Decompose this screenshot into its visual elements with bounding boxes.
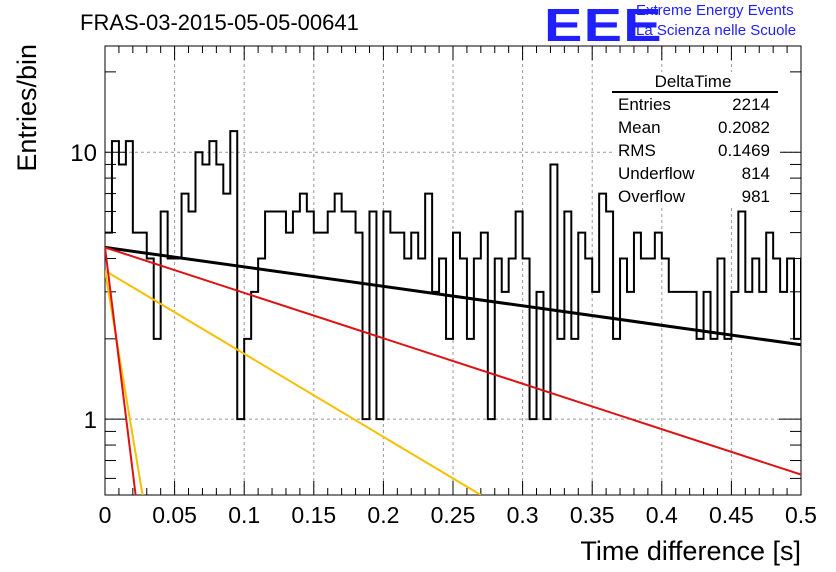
stats-value: 0.2082	[718, 118, 770, 137]
x-tick-label: 0	[99, 502, 112, 528]
histogram-outline	[105, 130, 801, 421]
stats-label: Mean	[618, 118, 661, 137]
x-tick-label: 0.35	[570, 502, 615, 528]
x-tick-label: 0.05	[152, 502, 197, 528]
x-tick-label: 0.4	[646, 502, 678, 528]
x-tick-label: 0.25	[431, 502, 476, 528]
x-tick-label: 0.5	[785, 502, 817, 528]
stats-value: 981	[742, 187, 770, 206]
logo-text-line1: Extreme Energy Events	[636, 2, 794, 19]
stats-value: 0.1469	[718, 141, 770, 160]
x-axis-title: Time difference [s]	[580, 536, 801, 566]
fit-line	[105, 245, 801, 347]
stats-label: Entries	[618, 95, 671, 114]
logo-text-line2: La Scienza nelle Scuole	[636, 22, 797, 39]
axis-ticks	[104, 46, 802, 495]
y-tick-label: 1	[84, 407, 97, 434]
stats-box-bg	[612, 72, 780, 208]
x-tick-label: 0.45	[709, 502, 754, 528]
stats-name: DeltaTime	[655, 72, 732, 91]
stats-value: 2214	[732, 95, 770, 114]
x-tick-label: 0.15	[291, 502, 336, 528]
stats-label: RMS	[618, 141, 656, 160]
fit-line	[105, 246, 801, 476]
x-tick-label: 0.3	[507, 502, 539, 528]
y-axis-title: Entries/bin	[12, 44, 42, 172]
fit-line	[105, 270, 144, 495]
x-tick-label: 0.1	[228, 502, 260, 528]
fit-line	[105, 247, 137, 495]
x-tick-label: 0.2	[367, 502, 399, 528]
stats-label: Underflow	[618, 164, 695, 183]
fit-line	[105, 269, 482, 495]
plot-title: FRAS-03-2015-05-05-00641	[80, 10, 359, 35]
stats-box: DeltaTime Entries 2214 Mean 0.2082 RMS 0.1469 U…	[612, 72, 780, 208]
stats-label: Overflow	[618, 187, 686, 206]
stats-value: 814	[742, 164, 770, 183]
eee-logo-mark: EEE	[544, 0, 663, 51]
y-tick-label: 10	[70, 140, 97, 167]
